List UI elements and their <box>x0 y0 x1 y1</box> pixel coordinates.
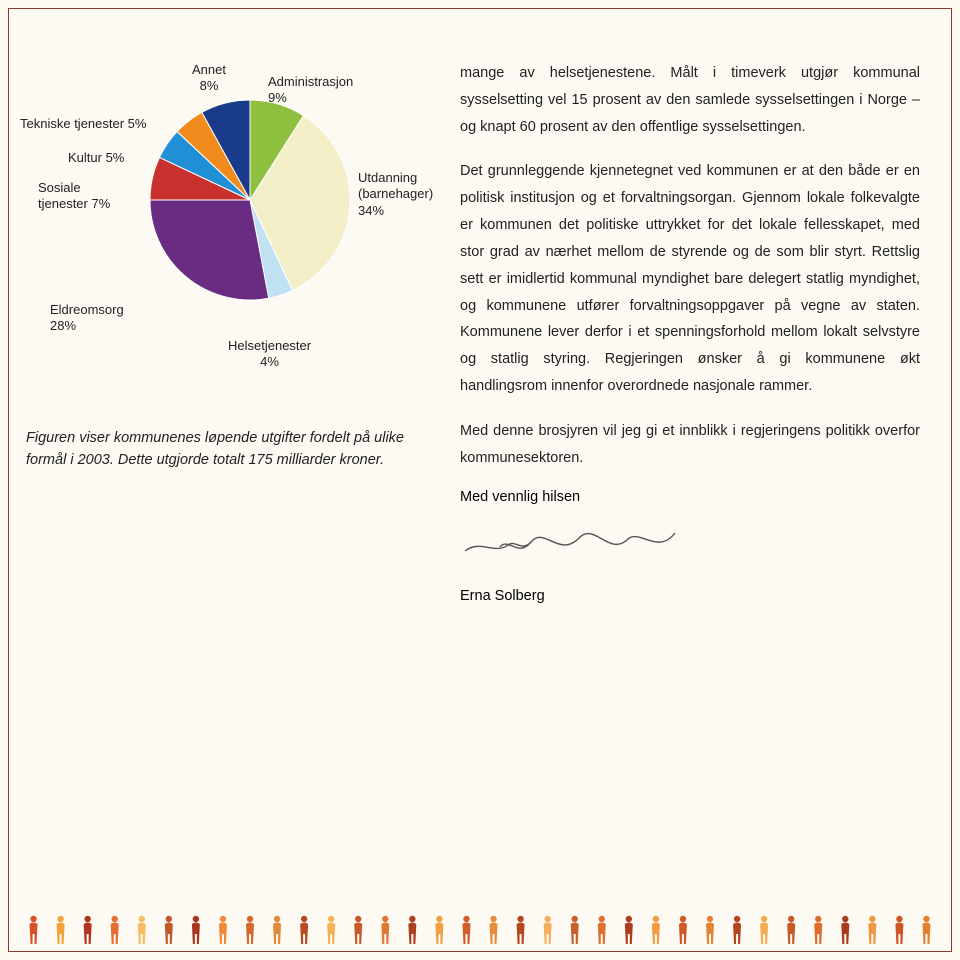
signature-svg <box>460 517 680 565</box>
label-admin: Administrasjon9% <box>268 74 353 107</box>
person-icon <box>192 916 200 944</box>
person-icon <box>652 916 660 944</box>
person-icon <box>327 916 335 944</box>
label-annet: Annet8% <box>192 62 226 95</box>
paragraph-3: Med denne brosjyren vil jeg gi et innbli… <box>460 418 920 472</box>
pie-chart-area: Annet8% Administrasjon9% Utdanning(barne… <box>20 60 430 420</box>
person-icon <box>138 916 146 944</box>
closing-phrase: Med vennlig hilsen <box>460 489 920 505</box>
footer-people-row <box>20 912 940 946</box>
page-content: Annet8% Administrasjon9% Utdanning(barne… <box>20 60 920 604</box>
person-icon <box>300 916 308 944</box>
person-icon <box>435 916 443 944</box>
person-icon <box>462 916 470 944</box>
paragraph-2: Det grunnleggende kjennetegnet ved kommu… <box>460 158 920 399</box>
person-icon <box>219 916 227 944</box>
person-icon <box>625 916 633 944</box>
person-icon <box>922 916 930 944</box>
person-icon <box>490 916 498 944</box>
body-text: mange av helsetjenestene. Målt i timever… <box>460 60 920 471</box>
person-icon <box>165 916 173 944</box>
signature-name: Erna Solberg <box>460 588 920 604</box>
person-icon <box>30 916 38 944</box>
person-icon <box>733 916 741 944</box>
person-icon <box>408 916 416 944</box>
person-icon <box>57 916 65 944</box>
person-icon <box>841 916 849 944</box>
label-helse: Helsetjenester4% <box>228 338 311 371</box>
person-icon <box>814 916 822 944</box>
person-icon <box>246 916 254 944</box>
person-icon <box>895 916 903 944</box>
person-icon <box>381 916 389 944</box>
person-icon <box>111 916 119 944</box>
person-icon <box>354 916 362 944</box>
person-icon <box>706 916 714 944</box>
person-icon <box>787 916 795 944</box>
person-icon <box>517 916 525 944</box>
person-icon <box>273 916 281 944</box>
right-column: mange av helsetjenestene. Målt i timever… <box>460 60 920 604</box>
person-icon <box>868 916 876 944</box>
label-eldre: Eldreomsorg28% <box>50 302 124 335</box>
person-icon <box>760 916 768 944</box>
chart-caption: Figuren viser kommunenes løpende utgifte… <box>20 428 430 472</box>
label-tekniske: Tekniske tjenester 5% <box>20 116 146 132</box>
person-icon <box>544 916 552 944</box>
left-column: Annet8% Administrasjon9% Utdanning(barne… <box>20 60 430 604</box>
label-sosiale: Sosialetjenester 7% <box>38 180 110 213</box>
label-utdanning: Utdanning(barnehager)34% <box>358 170 433 219</box>
pie-chart <box>140 90 360 310</box>
person-icon <box>679 916 687 944</box>
signature-image <box>460 517 920 570</box>
paragraph-1: mange av helsetjenestene. Målt i timever… <box>460 60 920 140</box>
person-icon <box>84 916 92 944</box>
label-kultur: Kultur 5% <box>68 150 124 166</box>
person-icon <box>598 916 606 944</box>
person-icon <box>571 916 579 944</box>
pie-slice <box>150 200 269 300</box>
